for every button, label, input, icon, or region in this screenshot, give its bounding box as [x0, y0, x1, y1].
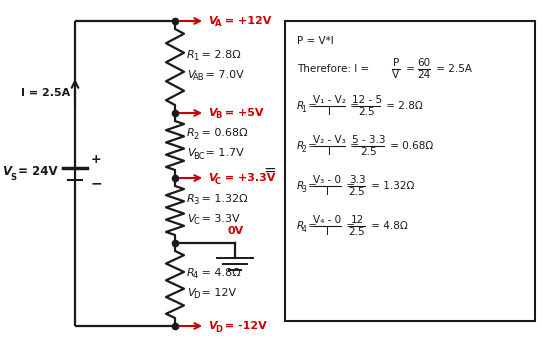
- Text: =: =: [305, 221, 320, 231]
- Text: 1: 1: [193, 54, 198, 62]
- Text: 2: 2: [193, 132, 198, 141]
- Bar: [285, 21, 535, 321]
- Text: D: D: [193, 291, 199, 300]
- Text: V₁ - V₂: V₁ - V₂: [313, 95, 346, 105]
- Text: C: C: [215, 177, 221, 186]
- Text: 0V: 0V: [227, 226, 243, 236]
- Text: +: +: [91, 153, 102, 166]
- Text: V₂ - V₃: V₂ - V₃: [313, 135, 346, 145]
- Text: = 0.68Ω: = 0.68Ω: [388, 141, 434, 151]
- Text: = +12V: = +12V: [221, 16, 272, 26]
- Text: 5 - 3.3: 5 - 3.3: [352, 135, 385, 145]
- Text: =: =: [263, 163, 276, 178]
- Text: 3: 3: [301, 184, 306, 193]
- Text: R: R: [187, 193, 195, 204]
- Text: AB: AB: [193, 74, 205, 83]
- Text: V₃ - 0: V₃ - 0: [313, 175, 341, 186]
- Text: = -12V: = -12V: [221, 321, 267, 331]
- Text: P: P: [393, 58, 399, 69]
- Text: 4: 4: [193, 271, 198, 280]
- Text: 2.5: 2.5: [360, 147, 377, 157]
- Text: 2.5: 2.5: [358, 107, 375, 117]
- Text: 2: 2: [301, 145, 306, 153]
- Text: =: =: [347, 141, 362, 151]
- Text: = 1.32Ω: = 1.32Ω: [368, 181, 414, 191]
- Text: =: =: [305, 141, 320, 151]
- Text: 12: 12: [350, 216, 364, 225]
- Text: 60: 60: [417, 58, 430, 69]
- Text: = 1.7V: = 1.7V: [202, 148, 244, 159]
- Text: = 2.5A: = 2.5A: [433, 64, 472, 74]
- Text: BC: BC: [193, 152, 205, 161]
- Text: V: V: [208, 173, 217, 183]
- Text: = +3.3V: = +3.3V: [221, 173, 275, 183]
- Text: =: =: [305, 101, 320, 111]
- Text: = 4.8Ω: = 4.8Ω: [368, 221, 408, 231]
- Text: P = V*I: P = V*I: [297, 36, 334, 46]
- Text: 3.3: 3.3: [349, 175, 365, 186]
- Text: R: R: [187, 267, 195, 278]
- Text: V: V: [392, 70, 399, 80]
- Text: R: R: [187, 50, 195, 60]
- Text: R: R: [297, 101, 304, 111]
- Text: V: V: [187, 148, 195, 159]
- Text: 24: 24: [417, 70, 430, 80]
- Text: C: C: [193, 217, 199, 226]
- Text: R: R: [297, 141, 304, 151]
- Text: = 7.0V: = 7.0V: [202, 70, 244, 80]
- Text: A: A: [215, 19, 222, 29]
- Text: S: S: [10, 173, 16, 182]
- Text: V: V: [187, 213, 195, 223]
- Text: = 12V: = 12V: [197, 287, 236, 297]
- Text: = 4.8Ω: = 4.8Ω: [198, 267, 241, 278]
- Text: =: =: [343, 181, 358, 191]
- Text: 12 - 5: 12 - 5: [352, 95, 382, 105]
- Text: V: V: [2, 165, 11, 178]
- Text: V: V: [208, 321, 217, 331]
- Text: V₄ - 0: V₄ - 0: [313, 216, 341, 225]
- Text: I: I: [328, 147, 331, 157]
- Text: = 24V: = 24V: [14, 165, 57, 178]
- Text: I = 2.5A: I = 2.5A: [21, 89, 70, 99]
- Text: −: −: [91, 177, 102, 191]
- Text: = 1.32Ω: = 1.32Ω: [198, 193, 248, 204]
- Text: =: =: [347, 101, 362, 111]
- Text: =: =: [403, 64, 418, 74]
- Text: D: D: [215, 325, 222, 333]
- Text: = 2.8Ω: = 2.8Ω: [383, 101, 423, 111]
- Text: I: I: [326, 227, 328, 237]
- Text: V: V: [208, 16, 217, 26]
- Text: R: R: [297, 181, 304, 191]
- Text: 1: 1: [301, 104, 306, 114]
- Text: = 0.68Ω: = 0.68Ω: [198, 129, 248, 138]
- Text: V: V: [187, 70, 195, 80]
- Text: =: =: [305, 181, 320, 191]
- Text: = 2.8Ω: = 2.8Ω: [198, 50, 241, 60]
- Text: 2.5: 2.5: [349, 227, 365, 237]
- Text: B: B: [215, 112, 221, 120]
- Text: R: R: [187, 129, 195, 138]
- Text: I: I: [328, 107, 331, 117]
- Text: = 3.3V: = 3.3V: [197, 213, 239, 223]
- Text: V: V: [187, 287, 195, 297]
- Text: =: =: [343, 221, 358, 231]
- Text: 4: 4: [301, 224, 306, 234]
- Text: 2.5: 2.5: [349, 187, 365, 197]
- Text: = +5V: = +5V: [221, 108, 263, 118]
- Text: 3: 3: [193, 197, 198, 206]
- Text: I: I: [326, 187, 328, 197]
- Text: Therefore: I =: Therefore: I =: [297, 64, 372, 74]
- Text: V: V: [208, 108, 217, 118]
- Text: R: R: [297, 221, 304, 231]
